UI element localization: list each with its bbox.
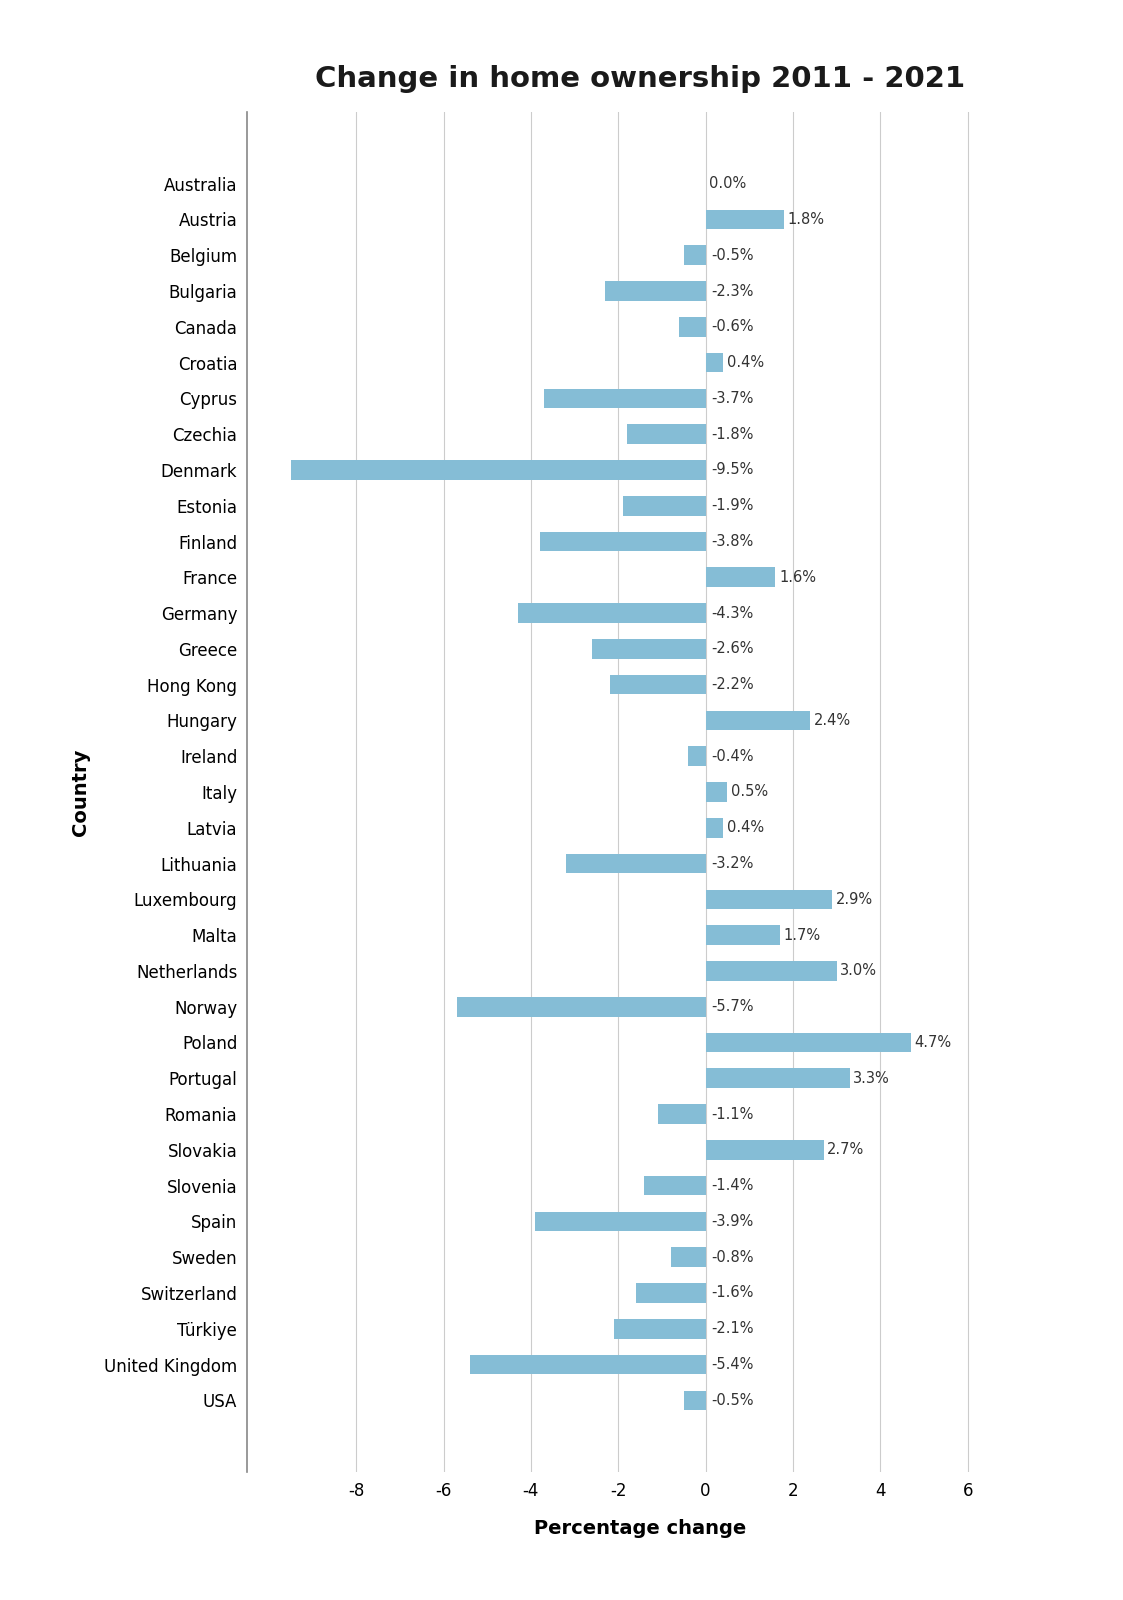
Bar [614,1318,705,1339]
Text: 2.4%: 2.4% [814,714,851,728]
Text: -0.5%: -0.5% [711,248,754,262]
Text: -2.3%: -2.3% [711,283,754,299]
X-axis label: Percentage change: Percentage change [533,1518,747,1538]
Text: -1.9%: -1.9% [711,498,754,514]
Bar [705,962,837,981]
Bar [670,1248,705,1267]
Text: -1.1%: -1.1% [711,1107,754,1122]
Text: -9.5%: -9.5% [711,462,754,477]
Text: -3.9%: -3.9% [711,1214,754,1229]
Bar [627,424,705,443]
Bar [566,854,705,874]
Text: -5.7%: -5.7% [711,1000,754,1014]
Text: 0.5%: 0.5% [731,784,768,800]
Bar [291,461,705,480]
Text: 0.4%: 0.4% [727,821,764,835]
Text: 3.0%: 3.0% [840,963,877,979]
Text: -3.7%: -3.7% [711,390,754,406]
Bar [705,352,723,373]
Text: -1.6%: -1.6% [711,1285,754,1301]
Bar [705,890,832,909]
Text: -5.4%: -5.4% [711,1357,754,1373]
Text: -0.6%: -0.6% [711,320,754,334]
Bar [536,1211,705,1232]
Bar [636,1283,705,1302]
Bar [705,782,728,802]
Text: -1.8%: -1.8% [711,427,754,442]
Bar [679,317,705,336]
Bar [705,1032,911,1053]
Bar [705,1141,823,1160]
Text: -0.4%: -0.4% [711,749,754,763]
Bar [457,997,705,1016]
Text: -3.8%: -3.8% [711,534,754,549]
Text: 0.0%: 0.0% [709,176,747,190]
Text: -0.5%: -0.5% [711,1394,754,1408]
Bar [705,1069,850,1088]
Text: -0.8%: -0.8% [711,1250,754,1264]
Text: 1.7%: 1.7% [784,928,821,942]
Bar [469,1355,705,1374]
Text: 2.9%: 2.9% [836,891,873,907]
Text: 0.4%: 0.4% [727,355,764,370]
Text: -2.2%: -2.2% [711,677,754,693]
Text: -2.1%: -2.1% [711,1322,754,1336]
Text: -2.6%: -2.6% [711,642,754,656]
Title: Change in home ownership 2011 - 2021: Change in home ownership 2011 - 2021 [316,66,965,93]
Text: 4.7%: 4.7% [914,1035,951,1050]
Bar [705,210,784,229]
Bar [705,710,811,730]
Bar [684,1390,705,1410]
Bar [658,1104,705,1123]
Bar [622,496,705,515]
Bar [705,925,779,946]
Text: 2.7%: 2.7% [827,1142,865,1157]
Text: -3.2%: -3.2% [711,856,754,870]
Bar [540,531,705,552]
Bar [544,389,705,408]
Text: 3.3%: 3.3% [853,1070,891,1086]
Text: -1.4%: -1.4% [711,1178,754,1194]
Text: 1.6%: 1.6% [779,570,816,584]
Bar [705,818,723,838]
Text: -4.3%: -4.3% [711,605,754,621]
Bar [684,245,705,266]
Bar [705,568,776,587]
Bar [518,603,705,622]
Bar [592,638,705,659]
Bar [688,746,705,766]
Bar [645,1176,705,1195]
Y-axis label: Country: Country [71,749,90,835]
Bar [605,282,705,301]
Text: 1.8%: 1.8% [787,211,824,227]
Bar [610,675,705,694]
